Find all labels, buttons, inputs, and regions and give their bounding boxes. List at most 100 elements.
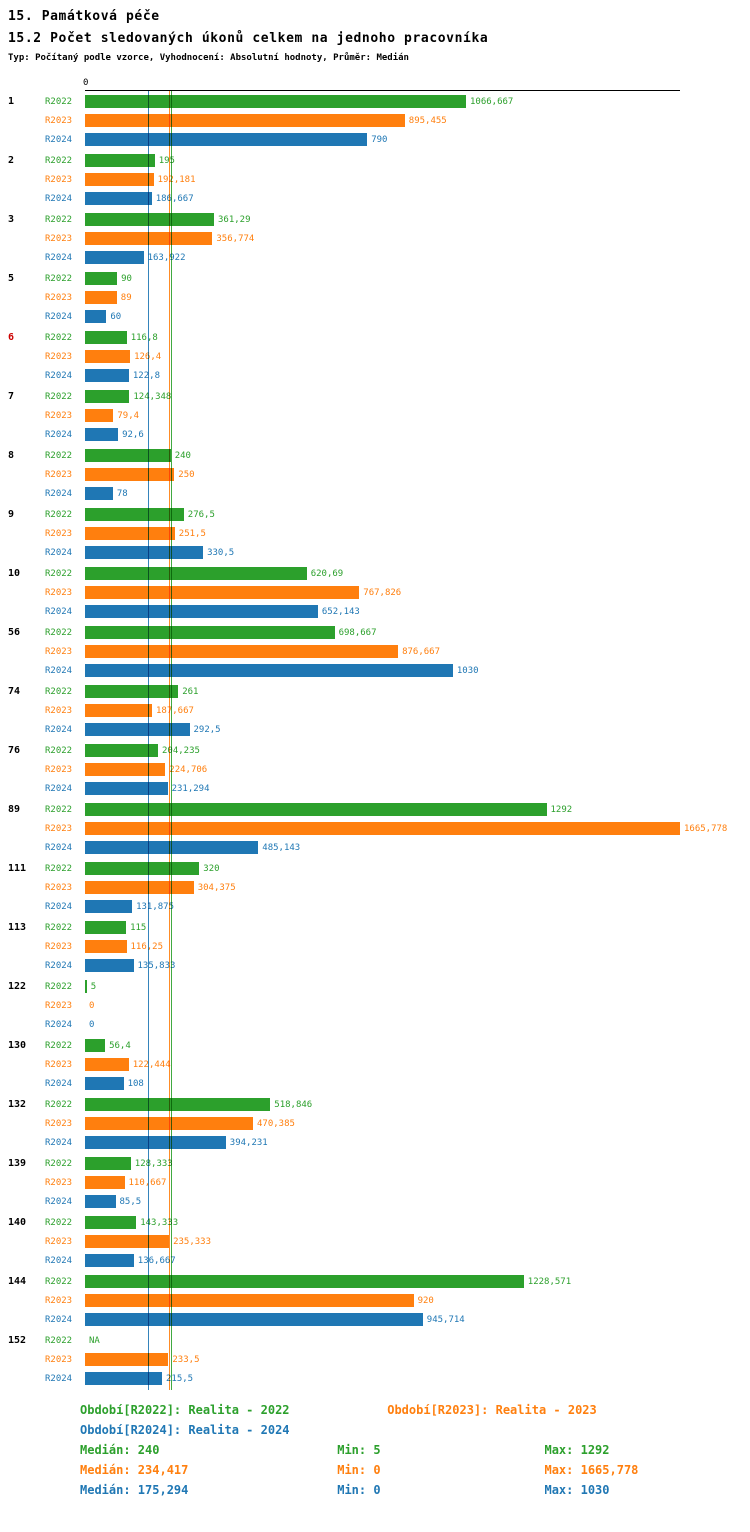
bar-area: 92,6 <box>85 428 750 441</box>
bar-area: 1030 <box>85 664 750 677</box>
bar-row-r2023: R2023 126,4 <box>0 347 750 366</box>
bar-row-r2024: R2024 231,294 <box>0 779 750 798</box>
bar <box>85 369 129 382</box>
series-label: R2024 <box>45 547 73 558</box>
bar-row-r2022: R2022 1066,667 <box>0 92 750 111</box>
bar-area: 126,4 <box>85 350 750 363</box>
bar-area: 876,667 <box>85 645 750 658</box>
series-label: R2023 <box>45 587 73 598</box>
series-label: R2022 <box>45 1276 73 1287</box>
bar-area: 1665,778 <box>85 822 750 835</box>
series-label: R2023 <box>45 882 73 893</box>
value-label: 115 <box>130 922 147 933</box>
report-header: 15. Památková péče 15.2 Počet sledovanýc… <box>0 0 750 66</box>
bar-row-r2022: R2022 115 <box>0 918 750 937</box>
value-label: 128,333 <box>134 1158 173 1169</box>
value-label: 56,4 <box>109 1040 131 1051</box>
bar-row-r2023: R2023 79,4 <box>0 406 750 425</box>
bar <box>85 1098 271 1111</box>
bar <box>85 1275 524 1288</box>
bar-row-r2022: R2022 361,29 <box>0 210 750 229</box>
value-label: 92,6 <box>122 429 144 440</box>
group-label: 5 <box>8 273 15 284</box>
series-label: R2022 <box>45 1217 73 1228</box>
value-label: 470,385 <box>257 1118 295 1129</box>
series-label: R2022 <box>45 273 73 284</box>
bar-area: 192,181 <box>85 173 750 186</box>
series-label: R2022 <box>45 214 73 225</box>
bar-area: 1066,667 <box>85 95 750 108</box>
group-label: 122 <box>8 981 27 992</box>
series-label: R2024 <box>45 488 73 499</box>
series-label: R2023 <box>45 115 73 126</box>
bar-area: 361,29 <box>85 213 750 226</box>
series-label: R2022 <box>45 568 73 579</box>
stat-min-r2023: Min: 0 <box>337 1463 381 1477</box>
bar-row-r2022: R2022 698,667 <box>0 623 750 642</box>
series-label: R2022 <box>45 863 73 874</box>
bar <box>85 114 405 127</box>
bar <box>85 310 107 323</box>
value-label: 116,8 <box>130 332 158 343</box>
value-label: 361,29 <box>218 214 251 225</box>
bar <box>85 508 184 521</box>
series-label: R2022 <box>45 627 73 638</box>
bar <box>85 428 119 441</box>
bar-area: 330,5 <box>85 546 750 559</box>
bar-area: 304,375 <box>85 881 750 894</box>
bar <box>85 468 175 481</box>
series-label: R2022 <box>45 391 73 402</box>
bar-area: 250 <box>85 468 750 481</box>
bar <box>85 900 133 913</box>
value-label: 163,922 <box>147 252 186 263</box>
legend-item-r2022: Období[R2022]: Realita - 2022 <box>80 1403 290 1417</box>
bar-group-9: 9 R2022 276,5 R2023 251,5 R2024 330,5 <box>0 505 750 564</box>
group-label: 76 <box>8 745 21 756</box>
bar <box>85 1195 116 1208</box>
bar-row-r2023: R2023 233,5 <box>0 1350 750 1369</box>
bar <box>85 1313 423 1326</box>
series-label: R2024 <box>45 1314 73 1325</box>
group-label: 111 <box>8 863 27 874</box>
series-label: R2024 <box>45 1373 73 1384</box>
bar-row-r2022: R2022 128,333 <box>0 1154 750 1173</box>
value-label: 356,774 <box>216 233 255 244</box>
value-label: 90 <box>121 273 132 284</box>
bar-row-r2023: R2023 920 <box>0 1291 750 1310</box>
bar-area: 128,333 <box>85 1157 750 1170</box>
bar-area: 518,846 <box>85 1098 750 1111</box>
group-label: 130 <box>8 1040 27 1051</box>
bar-group-6: 6 R2022 116,8 R2023 126,4 R2024 122,8 <box>0 328 750 387</box>
value-label: 85,5 <box>119 1196 142 1207</box>
bar-row-r2023: R2023 895,455 <box>0 111 750 130</box>
stat-max-r2024: Max: 1030 <box>544 1483 610 1497</box>
bar-area: 895,455 <box>85 114 750 127</box>
bar-row-r2024: R2024 85,5 <box>0 1192 750 1211</box>
stat-min-r2022: Min: 5 <box>337 1443 381 1457</box>
bar-row-r2022: R2022 56,4 <box>0 1036 750 1055</box>
bar-area: 235,333 <box>85 1235 750 1248</box>
bar <box>85 664 453 677</box>
series-label: R2024 <box>45 429 73 440</box>
value-label: 136,667 <box>137 1255 176 1266</box>
bar <box>85 213 214 226</box>
bar-area: 0 <box>85 1020 750 1030</box>
bar-area: 78 <box>85 487 750 500</box>
stat-min-r2024: Min: 0 <box>337 1483 381 1497</box>
bar-area: 394,231 <box>85 1136 750 1149</box>
bar-area: 195 <box>85 154 750 167</box>
bar-row-r2024: R2024 215,5 <box>0 1369 750 1388</box>
bar-row-r2024: R2024 186,667 <box>0 189 750 208</box>
bar-area: 60 <box>85 310 750 323</box>
series-label: R2022 <box>45 686 73 697</box>
bar <box>85 822 680 835</box>
series-label: R2023 <box>45 528 73 539</box>
plot-area: 0 1 R2022 1066,667 R2023 895,455 R2024 790 2 R20… <box>0 78 750 1390</box>
bar-area: 122,444 <box>85 1058 750 1071</box>
stat-median-r2022: Medián: 240 <box>80 1443 160 1457</box>
bar-row-r2024: R2024 131,875 <box>0 897 750 916</box>
series-label: R2023 <box>45 1118 73 1129</box>
value-label: 192,181 <box>157 174 196 185</box>
bar <box>85 1176 125 1189</box>
bar-area: 89 <box>85 291 750 304</box>
